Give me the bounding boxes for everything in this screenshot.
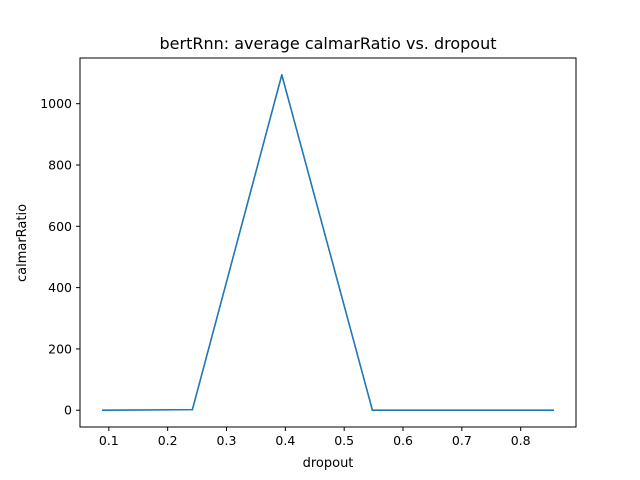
data-point xyxy=(102,409,104,412)
y-axis-label: calmarRatio xyxy=(15,204,30,282)
data-point xyxy=(281,74,283,76)
y-tick-label: 400 xyxy=(48,280,72,295)
x-tick-label: 0.3 xyxy=(217,433,237,448)
y-tick-label: 600 xyxy=(48,219,72,234)
plot-area xyxy=(80,58,576,427)
x-tick-label: 0.2 xyxy=(158,433,178,448)
series-layer xyxy=(102,74,554,412)
plot-frame xyxy=(79,57,577,428)
x-axis: 0.1 0.2 0.3 0.4 0.5 0.6 0.7 0.8 xyxy=(99,427,531,448)
x-tick-label: 0.7 xyxy=(452,433,472,448)
x-tick-label: 0.8 xyxy=(511,433,531,448)
x-tick-label: 0.5 xyxy=(334,433,354,448)
y-axis: 0 200 400 600 800 1000 xyxy=(40,96,80,418)
y-tick-label: 1000 xyxy=(40,96,72,111)
y-tick-label: 0 xyxy=(64,403,72,418)
x-axis-label: dropout xyxy=(303,456,354,471)
x-tick-label: 0.6 xyxy=(393,433,413,448)
x-tick-label: 0.1 xyxy=(99,433,119,448)
data-point xyxy=(552,409,554,412)
data-point xyxy=(191,408,194,411)
data-point xyxy=(371,409,374,412)
y-tick-label: 200 xyxy=(48,341,72,356)
x-tick-label: 0.4 xyxy=(275,433,295,448)
plot-background xyxy=(80,58,576,427)
chart-title: bertRnn: average calmarRatio vs. dropout xyxy=(160,34,497,53)
y-tick-label: 800 xyxy=(48,157,72,172)
